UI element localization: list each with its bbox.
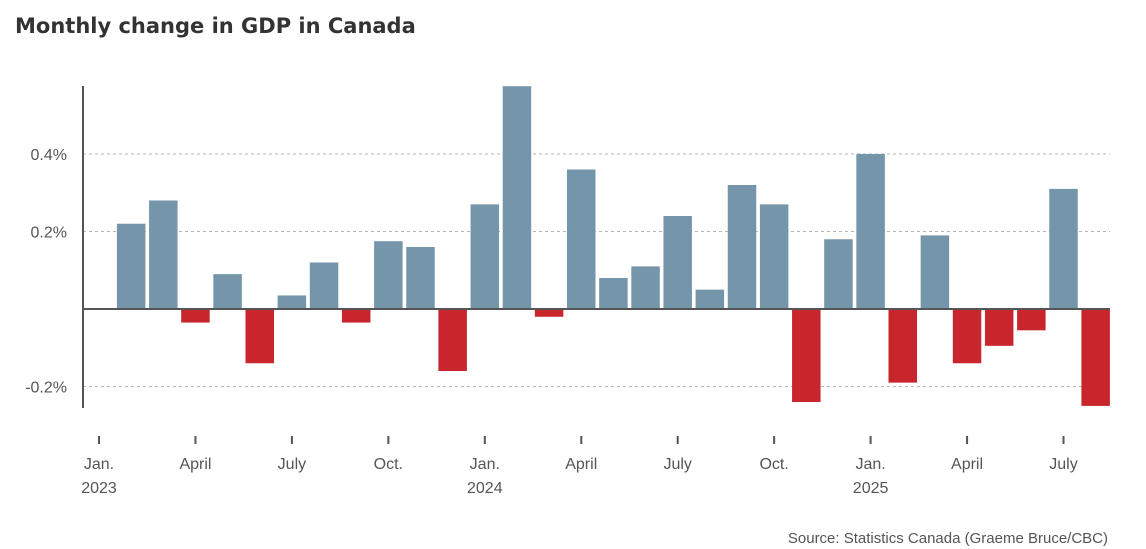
bar-apr-2025	[952, 309, 982, 364]
x-tick-label: April	[951, 456, 983, 473]
tick-labels: -0.2% 0.2% 0.4% Jan. 2023 April July Oct. Jan. 20…	[25, 147, 1078, 497]
x-tick-label: July	[663, 456, 691, 473]
bar-sep-2023	[341, 309, 371, 323]
x-tick-year-label: 2024	[467, 480, 503, 497]
bar-oct-2024	[759, 204, 789, 310]
bar-mar-2024	[534, 309, 564, 317]
bar-dec-2023	[438, 309, 467, 371]
source-note: Source: Statistics Canada (Graeme Bruce/…	[787, 530, 1108, 547]
bar-may-2025	[984, 309, 1014, 346]
y-tick-label: 0.2%	[31, 225, 67, 242]
x-tick-label: Jan.	[470, 456, 500, 473]
bar-jul-2024	[663, 216, 692, 309]
y-tick-label: -0.2%	[25, 380, 67, 397]
bar-jan-2024	[470, 204, 500, 310]
bar-aug-2025	[1081, 309, 1110, 406]
bar-jun-2024	[631, 266, 660, 310]
bar-sep-2024	[727, 185, 757, 309]
bars	[116, 86, 1110, 406]
x-tick-label: April	[565, 456, 597, 473]
x-tick-label: April	[179, 456, 211, 473]
bar-nov-2024	[792, 309, 821, 402]
x-tick-label: Jan.	[84, 456, 114, 473]
x-tick-label: July	[278, 456, 306, 473]
bar-jan-2025	[856, 154, 885, 309]
axes	[82, 86, 1110, 444]
x-tick-label: Jan.	[855, 456, 885, 473]
bar-feb-2024	[502, 86, 532, 309]
x-tick-year-label: 2025	[853, 480, 889, 497]
bar-may-2023	[213, 274, 242, 310]
chart-title: Monthly change in GDP in Canada	[15, 14, 416, 38]
bar-mar-2025	[920, 235, 950, 310]
bar-apr-2023	[181, 309, 210, 323]
bar-aug-2024	[695, 289, 725, 310]
bar-feb-2023	[116, 223, 146, 309]
x-tick-year-label: 2023	[81, 480, 117, 497]
bar-jun-2025	[1017, 309, 1046, 331]
x-tick-label: July	[1049, 456, 1077, 473]
bar-dec-2024	[824, 239, 853, 309]
bar-jul-2023	[277, 295, 307, 309]
bar-oct-2023	[374, 241, 403, 309]
y-tick-label: 0.4%	[31, 147, 67, 164]
bar-mar-2023	[149, 200, 178, 309]
bar-nov-2023	[406, 247, 435, 309]
bar-jul-2025	[1049, 188, 1078, 310]
x-tick-label: Oct.	[374, 456, 403, 473]
bar-aug-2023	[309, 262, 339, 309]
x-tick-label: Oct.	[759, 456, 788, 473]
bar-may-2024	[599, 278, 628, 309]
bar-jun-2023	[245, 309, 274, 364]
bar-apr-2024	[567, 169, 596, 309]
bar-feb-2025	[888, 309, 917, 383]
